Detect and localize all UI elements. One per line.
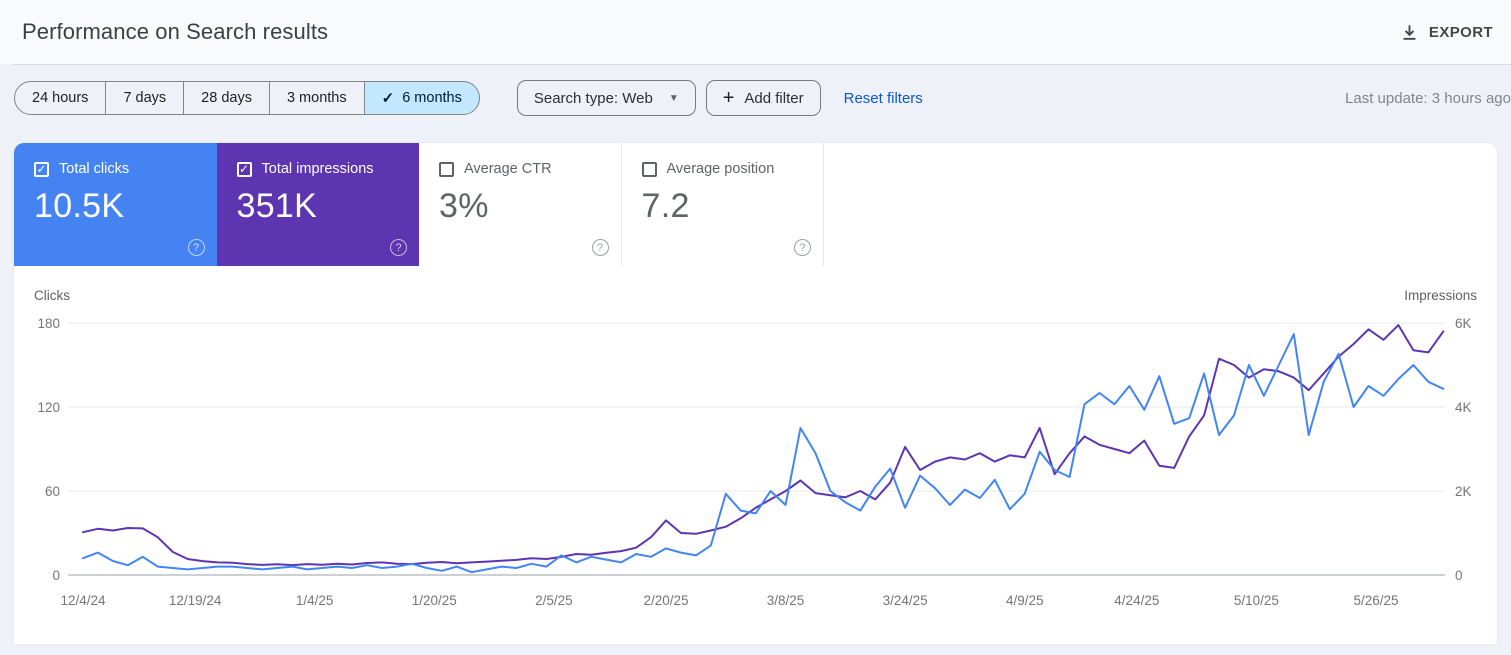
metrics-spacer (824, 143, 1497, 266)
metric-label: Average position (666, 161, 775, 177)
performance-chart: Clicks Impressions 180 6K 120 4K 60 2K 0 0 12/4/… (14, 266, 1497, 644)
right-axis-title: Impressions (1404, 288, 1477, 303)
metric-card-average-position[interactable]: Average position 7.2? (621, 143, 824, 266)
date-range-24-hours[interactable]: 24 hours (14, 81, 107, 115)
left-axis-tick: 0 (52, 568, 60, 583)
metric-value: 351K (236, 187, 318, 225)
help-icon[interactable]: ? (390, 239, 407, 256)
x-axis-tick: 2/5/25 (535, 593, 573, 608)
check-icon: ✓ (381, 90, 395, 107)
page-title: Performance on Search results (22, 19, 329, 44)
metric-card-total-clicks[interactable]: ✓ Total clicks 10.5K? (14, 143, 217, 266)
x-axis-tick: 4/9/25 (1006, 593, 1044, 608)
left-axis-tick: 180 (37, 316, 60, 331)
right-axis-tick: 0 (1455, 568, 1463, 583)
clicks-line (82, 333, 1445, 574)
x-axis-tick: 12/4/24 (60, 593, 106, 608)
metric-value: 10.5K (34, 187, 125, 225)
right-axis-tick: 2K (1455, 484, 1472, 499)
export-label: EXPORT (1428, 23, 1493, 41)
metric-card-total-impressions[interactable]: ✓ Total impressions 351K? (216, 143, 419, 266)
metric-label: Average CTR (464, 161, 552, 177)
download-icon (1400, 23, 1419, 42)
export-button[interactable]: EXPORT (1392, 17, 1501, 48)
date-range-label: 7 days (123, 90, 167, 106)
search-type-label: Search type: Web (533, 89, 653, 107)
help-icon[interactable]: ? (187, 239, 205, 256)
date-range-label: 24 hours (32, 90, 89, 106)
plus-icon: + (722, 87, 735, 109)
x-axis-tick: 3/8/25 (767, 593, 805, 608)
page-header: Performance on Search results EXPORT (0, 0, 1511, 64)
date-range-group: 24 hours 7 days 28 days 3 months ✓ 6 months (14, 81, 480, 115)
help-icon[interactable]: ? (794, 239, 811, 256)
left-axis-tick: 60 (45, 484, 60, 499)
unchecked-checkbox-average-position[interactable] (641, 161, 657, 177)
x-axis-tick: 12/19/24 (169, 593, 222, 608)
right-axis-tick: 4K (1455, 400, 1472, 415)
date-range-28-days[interactable]: 28 days (183, 81, 270, 115)
checked-checkbox-total-clicks[interactable]: ✓ (34, 161, 49, 177)
date-range-label: 6 months (402, 90, 462, 106)
date-range-7-days[interactable]: 7 days (105, 81, 185, 115)
unchecked-checkbox-average-ctr[interactable] (439, 161, 454, 177)
reset-filters-link[interactable]: Reset filters (843, 89, 923, 107)
metric-label: Total clicks (59, 161, 130, 177)
date-range-3-months[interactable]: 3 months (268, 81, 365, 115)
x-axis-tick: 5/10/25 (1234, 593, 1279, 608)
metric-value: 7.2 (641, 187, 690, 225)
date-range-label: 3 months (286, 90, 347, 106)
x-axis-tick: 1/20/25 (412, 593, 457, 608)
last-update-text: Last update: 3 hours ago (1345, 89, 1511, 107)
x-axis-tick: 1/4/25 (296, 593, 334, 608)
metrics-row: ✓ Total clicks 10.5K? ✓ Total impressions 351… (14, 143, 1497, 266)
left-axis-tick: 120 (37, 400, 60, 415)
add-filter-button[interactable]: + Add filter (705, 80, 821, 116)
date-range-label: 28 days (201, 90, 252, 106)
x-axis-tick: 3/24/25 (883, 593, 928, 608)
impressions-line (82, 324, 1445, 567)
header-divider (12, 64, 1511, 65)
performance-card: ✓ Total clicks 10.5K? ✓ Total impressions 351… (14, 143, 1497, 644)
x-axis-tick: 5/26/25 (1353, 593, 1398, 608)
filter-toolbar: 24 hours 7 days 28 days 3 months ✓ 6 months S… (0, 65, 1511, 131)
metric-card-average-ctr[interactable]: Average CTR 3%? (419, 143, 622, 266)
date-range-6-months[interactable]: ✓ 6 months (363, 81, 480, 115)
help-icon[interactable]: ? (591, 239, 609, 256)
add-filter-label: Add filter (744, 89, 804, 107)
metric-value: 3% (439, 187, 489, 225)
left-axis-title: Clicks (34, 288, 70, 303)
metric-label: Total impressions (261, 161, 374, 177)
right-axis-tick: 6K (1455, 316, 1472, 331)
search-type-dropdown[interactable]: Search type: Web ▼ (516, 80, 696, 116)
chevron-down-icon: ▼ (668, 92, 679, 104)
x-axis-tick: 2/20/25 (643, 593, 688, 608)
checked-checkbox-total-impressions[interactable]: ✓ (236, 161, 252, 177)
x-axis-tick: 4/24/25 (1114, 593, 1159, 608)
